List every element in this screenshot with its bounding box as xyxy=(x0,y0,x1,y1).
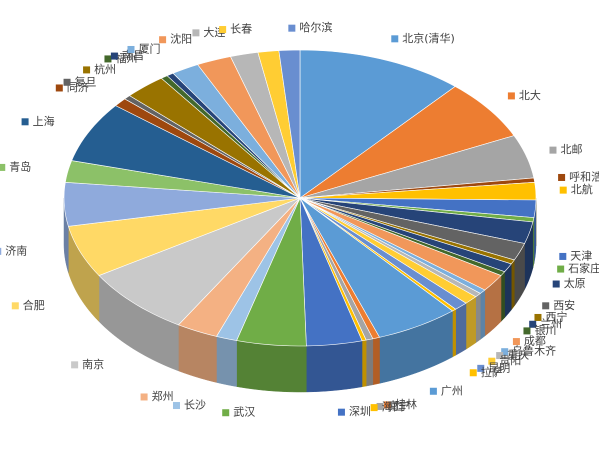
legend-marker xyxy=(127,46,134,53)
legend-marker xyxy=(219,26,226,33)
slice-label: 石家庄 xyxy=(568,261,599,275)
slice-label: 杭州 xyxy=(94,62,116,76)
legend-marker xyxy=(430,388,437,395)
legend-marker xyxy=(83,66,90,73)
slice-label: 呼和浩特 xyxy=(569,169,599,183)
slice-label: 哈尔滨 xyxy=(299,20,332,34)
legend-marker xyxy=(0,164,5,171)
legend-marker xyxy=(470,369,477,376)
legend-marker xyxy=(542,302,549,309)
slice-side xyxy=(466,297,476,349)
legend-marker xyxy=(141,393,148,400)
slice-label: 海口 xyxy=(382,400,404,414)
legend-marker xyxy=(222,409,229,416)
slice-side xyxy=(216,336,236,386)
slice-side xyxy=(480,290,484,339)
slice-label: 广州 xyxy=(441,384,463,397)
slice-label: 深圳 xyxy=(349,405,371,418)
slice-label: 北邮 xyxy=(560,143,582,156)
slice-label: 长沙 xyxy=(184,399,206,412)
legend-marker xyxy=(553,281,560,288)
slice-side xyxy=(452,309,455,357)
legend-marker xyxy=(549,147,556,154)
legend-marker xyxy=(71,361,78,368)
legend-marker xyxy=(0,248,1,255)
slice-label: 青岛 xyxy=(9,159,31,173)
slice-side xyxy=(237,341,307,392)
slice-label: 太原 xyxy=(564,277,586,290)
slice-side xyxy=(501,272,505,322)
legend-marker xyxy=(288,25,295,32)
legend-marker xyxy=(508,92,515,99)
slice-label: 厦门 xyxy=(138,41,160,55)
slice-label: 天津 xyxy=(570,249,592,262)
legend-marker xyxy=(557,266,564,273)
legend-marker xyxy=(22,118,29,125)
slice-label: 北京(清华) xyxy=(402,31,455,45)
slice-side xyxy=(511,260,514,310)
slice-label: 合肥 xyxy=(23,298,45,312)
slice-label: 武汉 xyxy=(233,406,255,419)
legend-marker xyxy=(523,327,530,334)
slice-label: 长春 xyxy=(230,23,252,36)
legend-marker xyxy=(173,402,180,409)
slice-side xyxy=(366,339,373,386)
legend-marker xyxy=(192,29,199,36)
slice-label: 南京 xyxy=(82,357,104,371)
slice-label: 沈阳 xyxy=(170,32,192,46)
legend-marker xyxy=(559,253,566,260)
legend-marker xyxy=(56,84,63,91)
legend-marker xyxy=(159,36,166,43)
slice-side xyxy=(362,340,366,387)
legend-marker xyxy=(558,174,565,181)
legend-marker xyxy=(104,55,111,62)
slice-label: 复旦 xyxy=(75,74,97,88)
slice-label: 北航 xyxy=(571,182,593,196)
legend-marker xyxy=(64,79,71,86)
slice-label: 济南 xyxy=(5,243,27,257)
legend-marker xyxy=(111,53,118,60)
slice-side xyxy=(505,264,512,318)
legend-marker xyxy=(391,35,398,42)
slice-side xyxy=(306,341,362,392)
legend-marker xyxy=(560,187,567,194)
slice-side xyxy=(476,293,481,342)
slice-label: 北大 xyxy=(519,88,541,102)
slice-label: 郑州 xyxy=(152,389,174,403)
legend-marker xyxy=(338,409,345,416)
slice-side xyxy=(456,303,466,355)
legend-marker xyxy=(371,404,378,411)
slice-side xyxy=(373,337,380,384)
slice-label: 拉萨 xyxy=(481,365,503,379)
slice-label: 上海 xyxy=(33,114,55,128)
legend-marker xyxy=(12,302,19,309)
